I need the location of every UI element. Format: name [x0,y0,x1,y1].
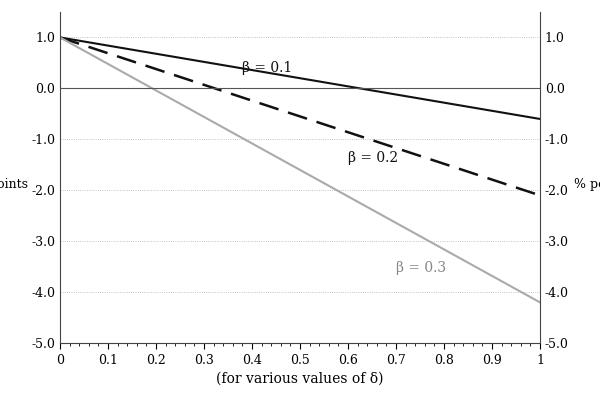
Y-axis label: % points: % points [0,178,28,191]
X-axis label: (for various values of δ): (for various values of δ) [216,372,384,386]
Y-axis label: % points: % points [574,178,600,191]
Text: β = 0.3: β = 0.3 [396,261,446,275]
Text: β = 0.1: β = 0.1 [242,61,293,75]
Text: β = 0.2: β = 0.2 [348,151,398,165]
